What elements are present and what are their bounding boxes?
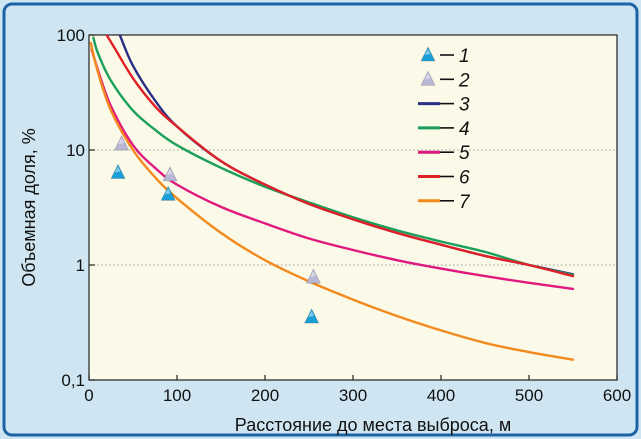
data-point-series-2 [114,135,130,151]
legend-label-1: 1 [459,46,470,67]
x-axis: 0 100 200 300 400 500 600 [84,375,631,405]
legend-label-7: 7 [459,192,471,213]
series-line-5 [90,48,575,291]
data-point-series-2 [305,268,321,284]
legend-item-7: 7 [418,192,471,213]
legend-label-6: 6 [459,168,470,189]
y-axis: 0,1 1 10 100 [57,26,95,390]
legend-item-4: 4 [418,119,470,140]
legend-item-6: 6 [418,168,470,189]
y-tick-label: 10 [66,141,85,160]
series-layer [89,35,575,361]
data-point-series-1 [304,308,320,324]
legend-item-2: 2 [420,70,470,91]
series-line-7 [89,41,575,361]
legend-marker-2 [420,70,436,86]
x-tick-label: 300 [339,386,367,405]
x-tick-label: 200 [251,386,279,405]
series-line-6 [105,35,575,278]
legend-item-5: 5 [418,143,470,164]
series-line-4 [92,36,575,277]
x-axis-label: Расстояние до места выброса, м [235,415,511,435]
plot-area [88,34,618,381]
x-tick-label: 500 [515,386,543,405]
data-point-series-1 [160,185,176,201]
data-point-series-2 [162,166,178,182]
legend-label-5: 5 [459,143,470,164]
x-tick-label: 400 [427,386,455,405]
legend-item-1: 1 [420,46,470,67]
legend-label-4: 4 [459,119,470,140]
y-tick-label: 100 [57,26,85,45]
y-tick-label: 1 [76,256,85,275]
data-point-series-1 [110,163,126,179]
x-tick-label: 600 [603,386,631,405]
legend-label-3: 3 [459,95,470,116]
legend-marker-1 [420,46,436,62]
x-tick-label: 100 [163,386,191,405]
x-tick-label: 0 [84,386,93,405]
y-axis-label: Объемная доля, % [19,128,39,286]
y-tick-label: 0,1 [61,371,85,390]
legend-item-3: 3 [418,95,470,116]
legend: 1 2 3 4 5 6 7 [418,46,471,213]
legend-label-2: 2 [458,70,470,91]
